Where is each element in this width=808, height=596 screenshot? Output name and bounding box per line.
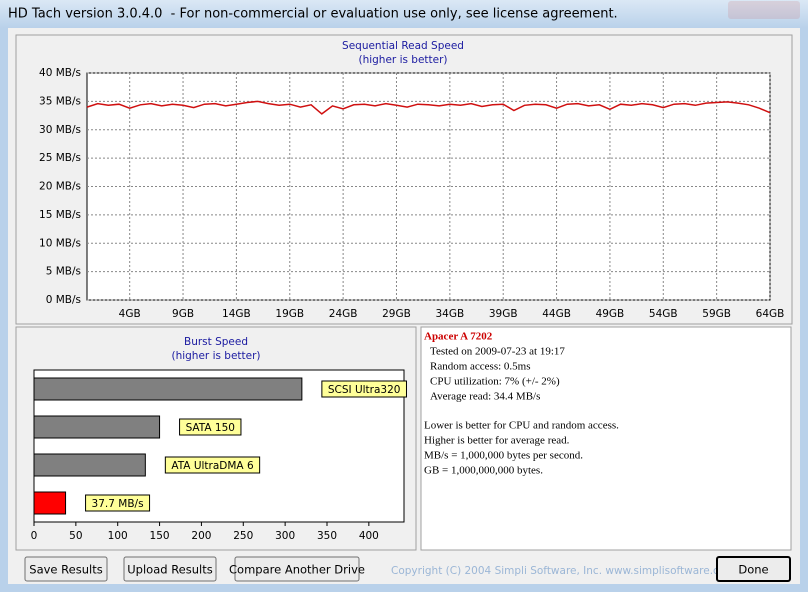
x-tick-label: 49GB: [596, 308, 625, 320]
bar: [33, 415, 161, 439]
y-tick-label: 35 MB/s: [39, 95, 81, 107]
x-tick-label: 0: [31, 530, 38, 542]
category-label: SCSI Ultra320: [328, 384, 401, 396]
button[interactable]: [24, 556, 108, 582]
window-controls[interactable]: [728, 1, 800, 19]
x-tick-label: 54GB: [649, 308, 678, 320]
x-tick-label: 59GB: [702, 308, 731, 320]
category-label: ATA UltraDMA 6: [171, 460, 254, 472]
x-tick-label: 350: [317, 530, 337, 542]
button-label[interactable]: Save Results: [29, 563, 102, 577]
label-box: [321, 380, 407, 398]
button[interactable]: [716, 556, 791, 582]
x-tick-label: 19GB: [275, 308, 304, 320]
bar: [33, 377, 303, 401]
x-tick-label: 4GB: [119, 308, 141, 320]
y-tick-label: 25 MB/s: [39, 152, 81, 164]
speed-line: [86, 100, 771, 115]
y-tick-label: 0 MB/s: [46, 294, 81, 306]
x-tick-label: 300: [275, 530, 295, 542]
window-title: HD Tach version 3.0.4.0 - For non-commer…: [8, 7, 618, 22]
y-tick-label: 40 MB/s: [39, 67, 81, 79]
x-tick-label: 100: [108, 530, 128, 542]
bar: [33, 491, 67, 515]
copyright: Copyright (C) 2004 Simpli Software, Inc.…: [391, 565, 735, 577]
x-tick-label: 250: [233, 530, 253, 542]
label-box: [164, 456, 261, 474]
chart-subtitle: (higher is better): [358, 54, 447, 66]
x-tick-label: 9GB: [172, 308, 194, 320]
category-label: SATA 150: [186, 422, 235, 434]
x-tick-label: 24GB: [329, 308, 358, 320]
label-box: [179, 418, 242, 436]
info-note: MB/s = 1,000,000 bytes per second.: [424, 450, 583, 462]
x-tick-label: 64GB: [756, 308, 785, 320]
drive-name: Apacer A 7202: [424, 331, 493, 343]
y-tick-label: 5 MB/s: [46, 266, 81, 278]
y-tick-label: 10 MB/s: [39, 237, 81, 249]
y-tick-label: 15 MB/s: [39, 209, 81, 221]
info-note: Lower is better for CPU and random acces…: [424, 420, 619, 432]
button-label[interactable]: Done: [738, 563, 768, 577]
chart-title: Burst Speed: [184, 336, 248, 348]
info-line: Random access: 0.5ms: [430, 361, 531, 373]
button-label[interactable]: Upload Results: [127, 563, 212, 577]
info-note: GB = 1,000,000,000 bytes.: [424, 465, 543, 477]
bar: [33, 453, 146, 477]
x-tick-label: 50: [69, 530, 82, 542]
x-tick-label: 29GB: [382, 308, 411, 320]
button[interactable]: [234, 556, 360, 582]
y-tick-label: 20 MB/s: [39, 181, 81, 193]
y-tick-label: 30 MB/s: [39, 124, 81, 136]
button-label[interactable]: Compare Another Drive: [229, 563, 365, 577]
x-tick-label: 200: [191, 530, 211, 542]
info-line: Average read: 34.4 MB/s: [430, 391, 540, 403]
label-box: [85, 494, 151, 512]
x-tick-label: 150: [150, 530, 170, 542]
title-bar: [0, 0, 808, 28]
x-tick-label: 39GB: [489, 308, 518, 320]
x-tick-label: 44GB: [542, 308, 571, 320]
button[interactable]: [123, 556, 217, 582]
x-tick-label: 400: [359, 530, 379, 542]
info-panel: [420, 326, 792, 551]
x-tick-label: 34GB: [435, 308, 464, 320]
info-note: Higher is better for average read.: [424, 435, 570, 447]
info-line: Tested on 2009-07-23 at 19:17: [430, 346, 565, 358]
value-label: 37.7 MB/s: [92, 498, 144, 510]
chart-subtitle: (higher is better): [171, 350, 260, 362]
chart-title: Sequential Read Speed: [342, 40, 464, 52]
info-line: CPU utilization: 7% (+/- 2%): [430, 376, 560, 388]
x-tick-label: 14GB: [222, 308, 251, 320]
